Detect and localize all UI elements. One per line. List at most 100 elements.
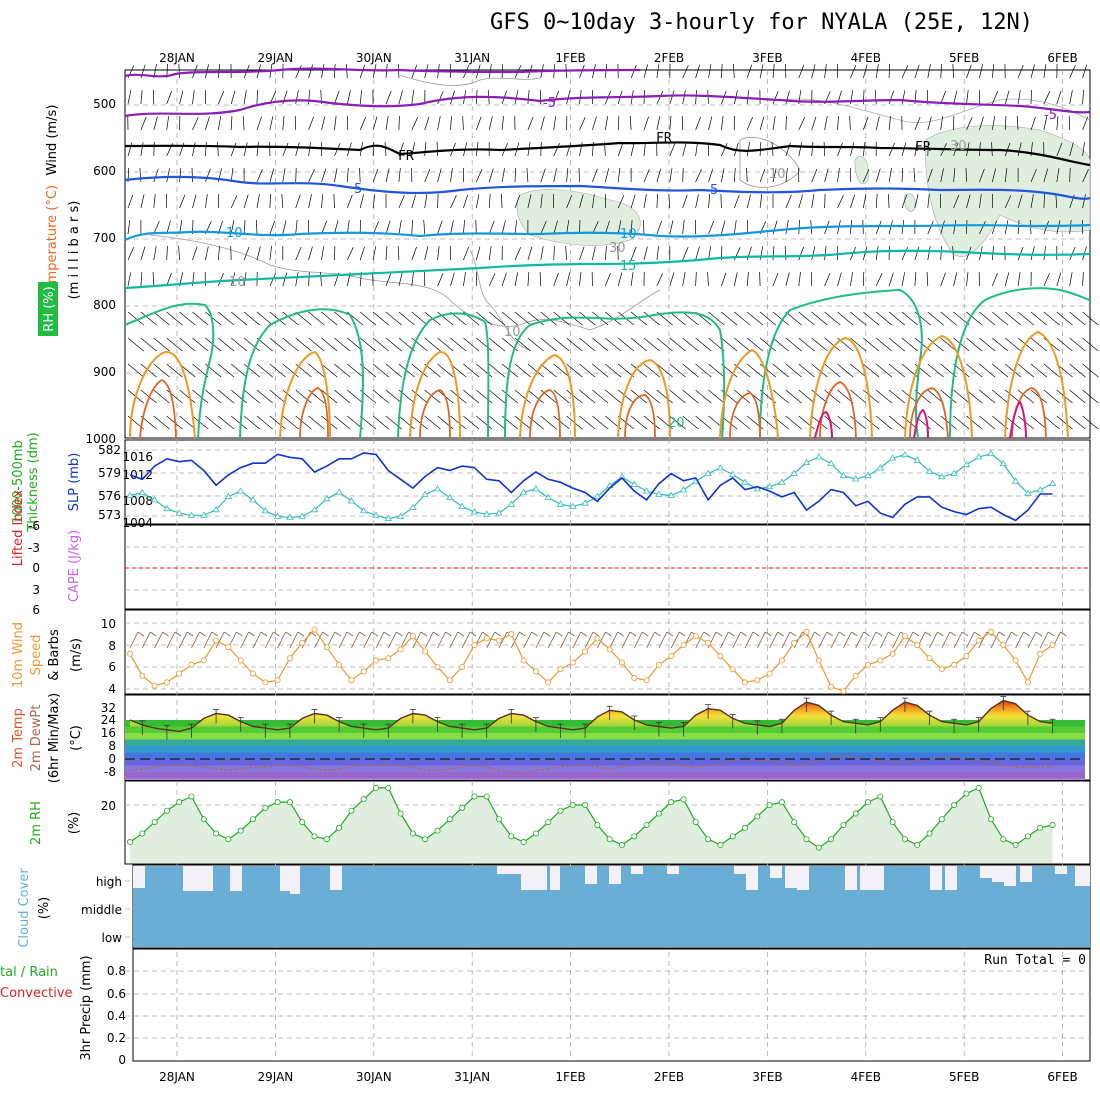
wind-barb xyxy=(424,194,428,209)
wind-barb xyxy=(1030,311,1042,322)
wind-barb-flag xyxy=(757,346,764,352)
wind-barb xyxy=(1043,389,1055,400)
slp-line xyxy=(129,453,1053,520)
wind-barb-flag xyxy=(551,346,557,352)
temp-color-band xyxy=(125,733,1085,740)
data-point xyxy=(951,661,958,668)
wind-barb xyxy=(1017,337,1030,348)
cloud-level-low: low xyxy=(102,931,123,945)
wind-barb xyxy=(991,90,999,105)
wind-barb xyxy=(217,272,224,287)
contour-label: 5 xyxy=(710,183,718,198)
wind-barb xyxy=(669,220,674,235)
wind-barb-flag xyxy=(486,320,493,326)
wind-barb xyxy=(321,116,326,131)
wind-barb xyxy=(1069,389,1081,400)
wind-barb xyxy=(205,389,217,400)
wind-barb-flag xyxy=(602,320,609,326)
wind-barb xyxy=(282,272,288,287)
wind-barb xyxy=(269,220,276,235)
wind-barb xyxy=(927,389,939,400)
wind-barb xyxy=(604,220,610,235)
wind-barb xyxy=(463,194,469,209)
wind-barb-flag xyxy=(334,631,342,637)
wind-barb xyxy=(888,311,901,322)
data-point xyxy=(815,844,822,851)
wind-barb xyxy=(953,631,963,649)
wind-barb-flag xyxy=(602,398,609,404)
wind-barb xyxy=(127,337,139,348)
wind-barb-flag xyxy=(693,424,699,430)
wind-barb xyxy=(411,363,423,374)
upper-air-panel: -5 FR FR FR 5 5 10 10 15 20 -5 10 30 10 … xyxy=(38,63,1099,446)
wind-barb xyxy=(205,142,207,157)
wind-barb xyxy=(192,415,204,426)
wind-barb-flag xyxy=(680,372,686,378)
wind-barb xyxy=(708,337,720,348)
wind-barb xyxy=(769,631,778,649)
wind-barb xyxy=(1043,273,1050,287)
wind-barb-flag xyxy=(306,346,312,352)
wind-barb-flag xyxy=(654,372,660,378)
y-tick: 500 xyxy=(93,97,116,111)
data-point xyxy=(716,464,725,471)
wind-barb xyxy=(1004,220,1009,235)
cloud-gap xyxy=(1075,866,1090,886)
wind-barb-flag xyxy=(873,346,880,352)
data-point xyxy=(987,449,995,457)
wind-barb xyxy=(215,631,225,649)
cloud-gap xyxy=(183,866,213,891)
wind-barb xyxy=(901,311,913,322)
wind-barb-flag xyxy=(448,320,454,326)
wind-barb-flag xyxy=(924,631,932,637)
y-tick: 6 xyxy=(32,603,40,617)
data-point xyxy=(372,511,380,518)
wind-barb-flag xyxy=(1028,346,1035,352)
wind-barb xyxy=(463,415,475,426)
wind-barb xyxy=(424,415,436,426)
wind-barb-flag xyxy=(863,631,870,637)
data-point xyxy=(865,799,872,806)
wind-barb xyxy=(966,90,969,105)
wind-barb-flag xyxy=(826,631,834,637)
data-point xyxy=(323,644,330,651)
data-point xyxy=(459,664,466,671)
wind-barb-flag xyxy=(1067,346,1073,352)
wind-barb xyxy=(721,168,725,183)
data-point xyxy=(175,509,183,516)
wind-barb-flag xyxy=(435,346,441,352)
wind-barb xyxy=(798,142,803,157)
wind-barb xyxy=(1004,168,1008,183)
wind-barb-flag xyxy=(164,372,170,378)
wind-barb xyxy=(785,337,797,348)
wind-barb xyxy=(824,363,836,374)
data-point xyxy=(840,821,847,828)
temp-color-band xyxy=(125,726,1085,733)
wind-barb xyxy=(411,90,415,105)
wind-barb xyxy=(566,220,570,235)
wind-barb xyxy=(398,194,405,209)
data-point xyxy=(249,496,257,503)
wind-barb xyxy=(153,194,156,209)
wind-barb xyxy=(338,631,348,649)
wind-barb-flag xyxy=(344,424,351,430)
wind-barb-flag xyxy=(809,346,815,352)
wind-barb-flag xyxy=(461,424,467,430)
wind-barb xyxy=(1004,272,1010,287)
wind-barb xyxy=(411,337,423,348)
wind-barb-flag xyxy=(822,320,828,326)
wind-barb-flag xyxy=(1028,398,1035,404)
wind-barb xyxy=(669,272,675,287)
wind-barb-flag xyxy=(873,372,880,378)
y-tick: 0.8 xyxy=(107,964,126,978)
wind-barb xyxy=(540,415,552,426)
data-point xyxy=(852,672,859,679)
wind-barb xyxy=(979,415,991,426)
wind-barb xyxy=(643,116,649,131)
wind-barb xyxy=(243,337,256,348)
wind-barb-flag xyxy=(499,320,506,326)
wind-barb xyxy=(450,195,457,209)
wind-barb xyxy=(734,311,746,322)
data-point xyxy=(754,677,761,684)
wind-barb-flag xyxy=(796,372,802,378)
